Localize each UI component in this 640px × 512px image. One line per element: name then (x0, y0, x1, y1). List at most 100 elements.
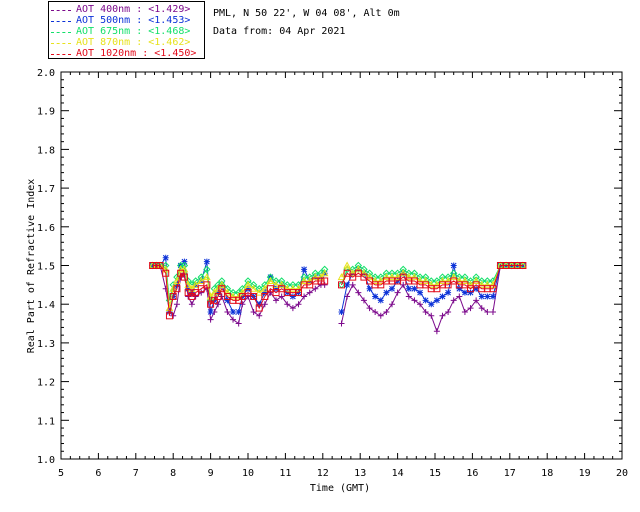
data-point (411, 297, 418, 304)
x-tick-label: 12 (317, 468, 329, 479)
data-point (203, 258, 210, 265)
data-point (366, 305, 373, 312)
legend-item-870nm: AOT 870nm : <1.462> (51, 37, 190, 49)
data-point (466, 280, 475, 288)
data-point (478, 305, 485, 312)
data-point (377, 312, 384, 319)
data-point (203, 273, 211, 281)
data-point (376, 276, 385, 284)
data-point (433, 297, 440, 304)
data-point (427, 277, 435, 285)
data-point (405, 285, 412, 292)
data-point (261, 289, 268, 296)
series-aot-1020nm (149, 262, 527, 320)
data-point (321, 277, 329, 285)
date-info: Data from: 04 Apr 2021 (213, 26, 346, 37)
data-point (255, 285, 263, 293)
data-point (338, 320, 345, 327)
data-point (230, 316, 237, 323)
x-tick-label: 20 (616, 468, 628, 479)
data-point (360, 273, 368, 281)
data-point (170, 312, 177, 319)
data-point (185, 285, 192, 292)
y-tick-label: 1.1 (37, 416, 55, 427)
data-point (266, 273, 275, 281)
data-point (177, 269, 185, 277)
data-point (433, 280, 441, 288)
data-point (184, 289, 192, 297)
data-point (229, 292, 237, 300)
legend-item-500nm: AOT 500nm : <1.453> (51, 15, 190, 27)
data-point (439, 312, 446, 319)
data-point (261, 301, 268, 308)
data-point (197, 276, 206, 284)
data-point (472, 281, 480, 289)
data-point (388, 301, 395, 308)
data-point (344, 281, 351, 288)
x-tick-label: 15 (429, 468, 441, 479)
data-point (449, 273, 458, 281)
data-point (438, 276, 447, 284)
data-point (338, 308, 345, 315)
data-point (483, 280, 492, 288)
data-point (489, 293, 496, 300)
data-point (445, 289, 452, 296)
data-point (197, 285, 205, 293)
data-point (450, 297, 457, 304)
data-point (450, 277, 458, 285)
data-point (444, 276, 452, 284)
data-point (433, 285, 441, 293)
data-point (305, 276, 314, 284)
legend-line-icon (51, 53, 71, 55)
data-point (185, 293, 192, 300)
data-point (245, 293, 251, 300)
legend-label: AOT 400nm : <1.429> (76, 4, 191, 15)
legend-item-675nm: AOT 675nm : <1.468> (51, 26, 190, 38)
data-point (176, 265, 185, 273)
x-tick-label: 11 (279, 468, 291, 479)
x-tick-label: 16 (466, 468, 478, 479)
data-point (260, 284, 269, 292)
data-point (371, 276, 380, 284)
data-point (366, 277, 374, 285)
data-point (162, 261, 170, 270)
data-point (244, 280, 252, 288)
data-point (467, 285, 475, 293)
data-point (245, 285, 251, 292)
data-point (284, 301, 291, 308)
data-point (489, 308, 496, 315)
y-tick-label: 1.6 (37, 223, 55, 234)
y-tick-label: 1.7 (37, 184, 55, 195)
data-point (277, 280, 286, 288)
data-point (455, 273, 464, 281)
data-point (427, 280, 436, 288)
data-point (165, 312, 173, 320)
site-info: PML, N 50 22', W 04 08', Alt 0m (213, 8, 400, 19)
data-point (444, 273, 452, 281)
data-point (461, 289, 468, 296)
data-point (433, 277, 441, 285)
data-point (207, 316, 214, 323)
data-point (173, 281, 180, 288)
data-point (311, 269, 320, 277)
data-point (472, 273, 480, 281)
data-point (272, 289, 280, 297)
data-point (421, 273, 430, 281)
data-point (354, 265, 363, 273)
data-point (438, 273, 447, 281)
legend: AOT 400nm : <1.429> AOT 500nm : <1.453> … (48, 1, 205, 59)
legend-label: AOT 675nm : <1.468> (76, 26, 191, 37)
data-point (360, 297, 367, 304)
y-tick-label: 1.0 (37, 455, 55, 466)
series-aot-400nm (149, 262, 526, 335)
data-point (173, 285, 181, 293)
data-point (317, 273, 325, 281)
data-point (156, 262, 164, 269)
data-point (203, 281, 211, 289)
data-point (467, 305, 474, 312)
data-point (203, 265, 211, 274)
data-point (348, 269, 357, 277)
data-point (388, 285, 395, 292)
data-point (365, 273, 374, 281)
